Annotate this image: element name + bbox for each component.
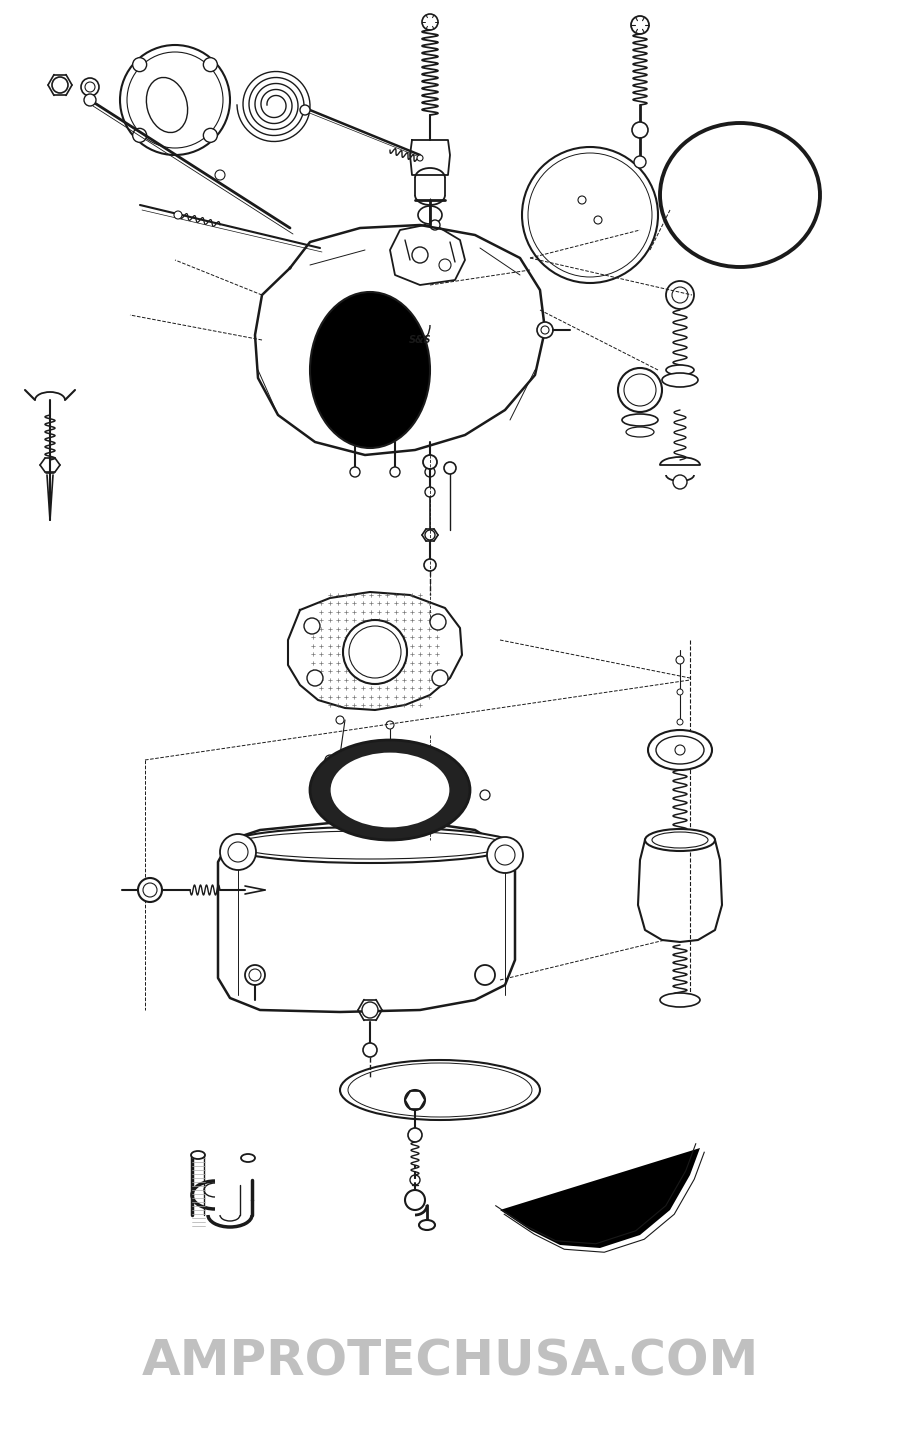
Circle shape [480,790,490,800]
Circle shape [325,755,335,765]
Circle shape [537,321,553,339]
Circle shape [408,1128,422,1143]
Circle shape [174,210,182,219]
Ellipse shape [419,1221,435,1231]
Circle shape [528,153,652,277]
Ellipse shape [191,1151,205,1159]
Circle shape [423,455,437,468]
Circle shape [336,716,344,723]
Circle shape [432,670,448,686]
Circle shape [390,467,400,477]
Circle shape [430,614,446,630]
Circle shape [350,467,360,477]
Circle shape [475,965,495,986]
Circle shape [300,105,310,115]
Circle shape [578,196,586,205]
Polygon shape [500,1148,700,1248]
Circle shape [677,689,683,695]
Circle shape [228,842,248,862]
Circle shape [495,844,515,865]
Circle shape [541,326,549,334]
Circle shape [422,14,438,30]
Circle shape [522,147,658,282]
Circle shape [307,670,323,686]
Circle shape [249,968,261,981]
Circle shape [672,287,688,303]
Circle shape [220,834,256,870]
Circle shape [85,82,95,92]
Circle shape [444,463,456,474]
Circle shape [81,78,99,97]
Circle shape [349,625,401,679]
Circle shape [425,530,435,540]
Circle shape [132,128,147,143]
Ellipse shape [147,78,187,133]
Ellipse shape [648,731,712,769]
Circle shape [138,878,162,902]
Circle shape [215,170,225,180]
Circle shape [203,58,218,72]
Ellipse shape [660,993,700,1007]
Ellipse shape [662,373,698,388]
Ellipse shape [652,831,708,847]
Circle shape [618,367,662,412]
Circle shape [405,1190,425,1210]
Circle shape [362,1001,378,1017]
Circle shape [203,128,218,143]
Ellipse shape [241,1154,255,1161]
Circle shape [127,52,223,148]
Circle shape [412,246,428,264]
Ellipse shape [225,827,515,863]
Circle shape [624,375,656,406]
Text: AMPROTECHUSA.COM: AMPROTECHUSA.COM [141,1337,759,1386]
Circle shape [245,965,265,986]
Circle shape [120,45,230,156]
Text: S&S: S&S [409,334,431,344]
Ellipse shape [626,427,654,437]
Circle shape [634,156,646,169]
Circle shape [675,745,685,755]
Circle shape [487,837,523,873]
Ellipse shape [310,293,430,448]
Circle shape [410,1174,420,1185]
Circle shape [673,476,687,488]
Circle shape [631,16,649,35]
Circle shape [84,94,96,107]
Ellipse shape [310,741,470,840]
Circle shape [405,1089,425,1110]
Ellipse shape [234,831,506,859]
Circle shape [676,656,684,664]
Ellipse shape [622,414,658,427]
Ellipse shape [332,754,448,826]
Ellipse shape [645,829,715,852]
Circle shape [439,259,451,271]
Circle shape [594,216,602,223]
Circle shape [304,618,320,634]
Circle shape [430,220,440,231]
Circle shape [425,467,435,477]
Circle shape [52,76,68,94]
Circle shape [666,281,694,308]
Circle shape [425,487,435,497]
Circle shape [132,58,147,72]
Circle shape [632,122,648,138]
Ellipse shape [666,365,694,375]
Circle shape [343,620,407,684]
Circle shape [677,719,683,725]
Circle shape [143,883,157,896]
Circle shape [417,156,423,161]
Circle shape [386,720,394,729]
Circle shape [424,559,436,571]
Ellipse shape [656,736,704,764]
Circle shape [363,1043,377,1058]
